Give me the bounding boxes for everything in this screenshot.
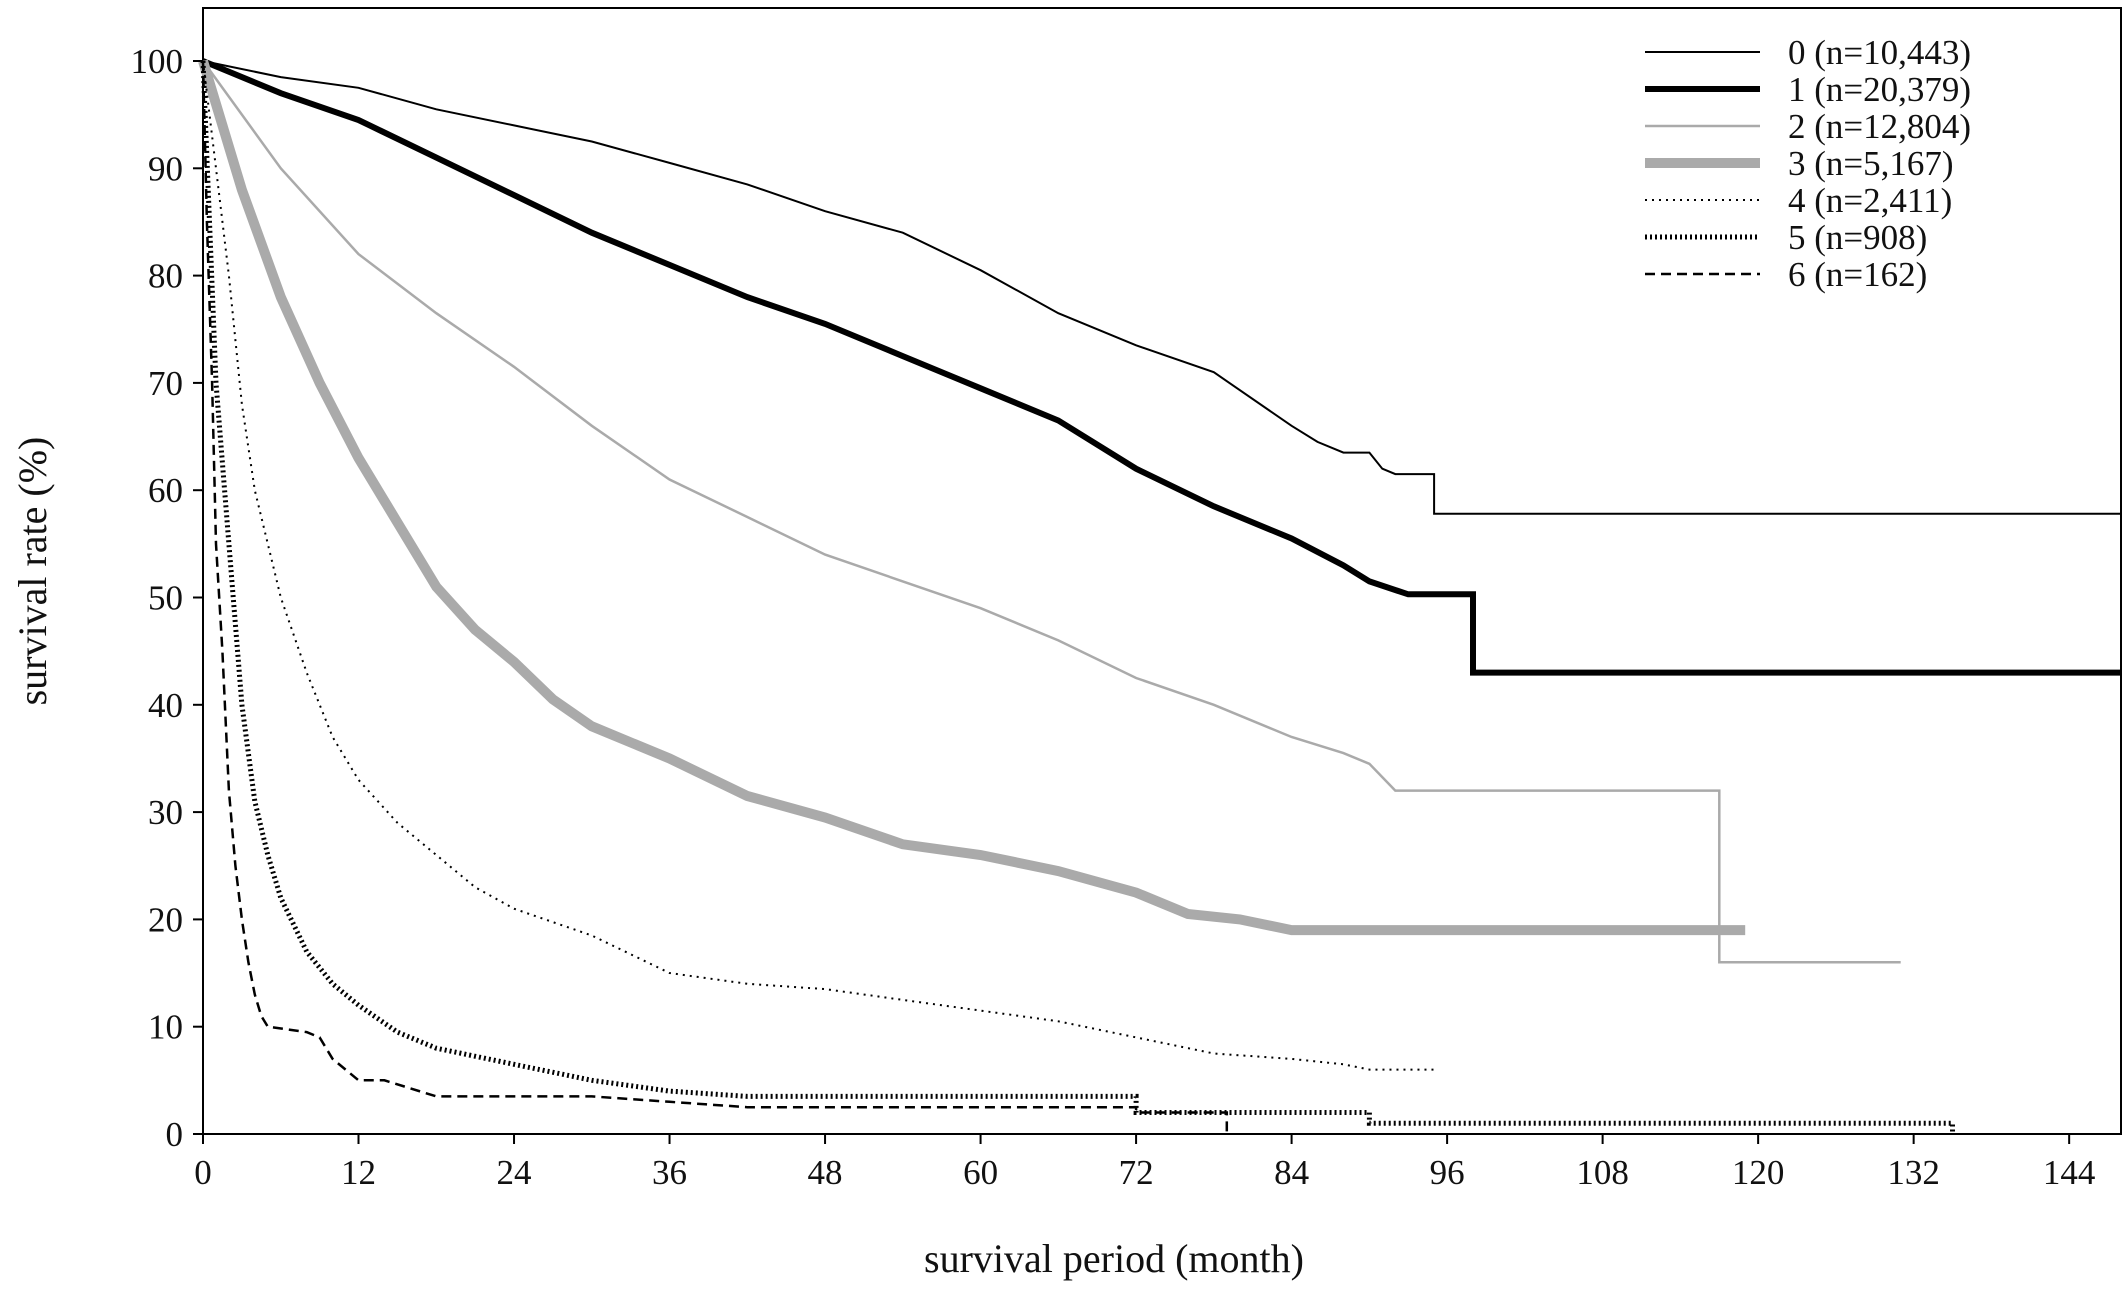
y-tick-label: 30 [148,793,183,832]
y-tick-label: 70 [148,364,183,403]
legend-label-4: 4 (n=2,411) [1788,181,1952,220]
plot-frame [202,7,2122,1135]
y-tick-label: 80 [148,257,183,296]
x-tick-label: 120 [1732,1153,1785,1192]
y-tick-label: 90 [148,149,183,188]
x-tick-label: 48 [808,1153,843,1192]
series-line-3 [198,59,1746,936]
legend: 0 (n=10,443)1 (n=20,379)2 (n=12,804)3 (n… [1645,33,1971,294]
x-tick-label: 0 [194,1153,212,1192]
legend-label-0: 0 (n=10,443) [1788,33,1971,72]
x-tick-label: 72 [1119,1153,1154,1192]
y-tick-label: 10 [148,1008,183,1047]
y-tick-label: 20 [148,900,183,939]
legend-label-2: 2 (n=12,804) [1788,107,1971,146]
x-tick-label: 36 [652,1153,687,1192]
series-line-1 [201,58,2121,676]
series-line-5 [200,60,1955,1134]
series-line-2 [201,60,1901,964]
x-tick-label: 12 [341,1153,376,1192]
y-tick-label: 40 [148,686,183,725]
y-tick-label: 60 [148,471,183,510]
legend-label-5: 5 (n=908) [1788,218,1927,257]
y-tick-label: 50 [148,579,183,618]
x-axis-ticks: 0 12 24 36 48 60 72 84 96 108 120 132 144 [194,1134,2095,1192]
y-tick-label: 0 [166,1115,184,1154]
series-lines [198,58,2121,1134]
y-tick-label: 100 [131,42,184,81]
x-tick-label: 144 [2043,1153,2096,1192]
x-axis-title: survival period (month) [924,1236,1304,1281]
y-axis-title: survival rate (%) [10,437,55,706]
series-line-6 [201,60,1229,1134]
legend-label-3: 3 (n=5,167) [1788,144,1954,183]
x-tick-label: 108 [1576,1153,1629,1192]
x-tick-label: 96 [1430,1153,1465,1192]
x-tick-label: 132 [1887,1153,1940,1192]
legend-label-1: 1 (n=20,379) [1788,70,1971,109]
y-axis-ticks: 0 10 20 30 40 50 60 70 80 90 100 [131,42,203,1154]
x-tick-label: 24 [497,1153,532,1192]
series-line-0 [202,60,2121,515]
legend-label-6: 6 (n=162) [1788,255,1927,294]
x-tick-label: 84 [1274,1153,1309,1192]
x-tick-label: 60 [963,1153,998,1192]
